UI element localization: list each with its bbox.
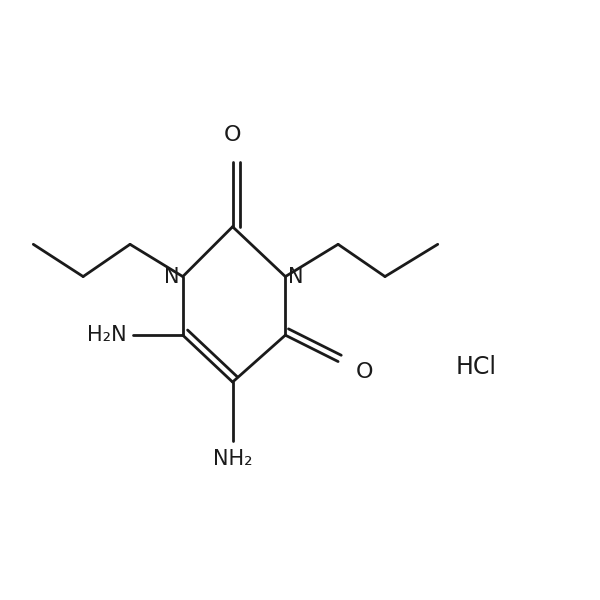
Text: O: O bbox=[356, 362, 373, 382]
Text: N: N bbox=[288, 266, 304, 287]
Text: H₂N: H₂N bbox=[88, 325, 127, 345]
Text: NH₂: NH₂ bbox=[213, 449, 253, 469]
Text: N: N bbox=[164, 266, 180, 287]
Text: O: O bbox=[224, 125, 241, 145]
Text: HCl: HCl bbox=[455, 355, 496, 379]
